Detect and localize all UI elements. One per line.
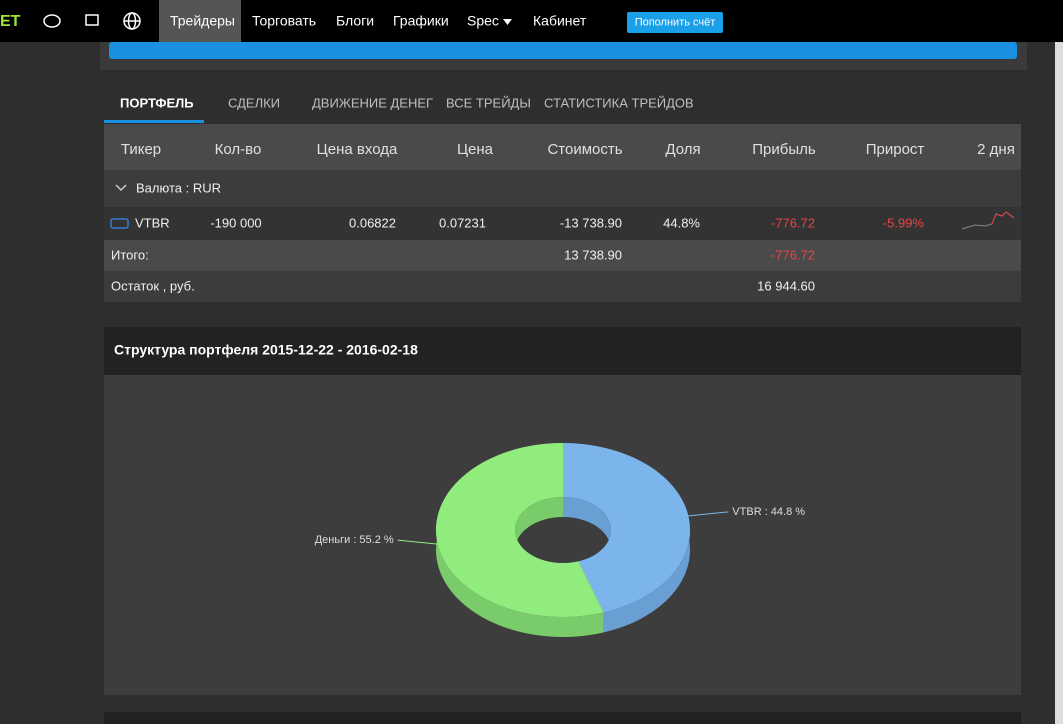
- dropdown-caret: [503, 19, 512, 25]
- th: Кол-во: [215, 141, 262, 158]
- pie-chart: VTBR : 44.8 % Деньги : 55.2 %: [315, 443, 805, 637]
- th: Прирост: [866, 141, 925, 158]
- balance-row: [104, 271, 1021, 302]
- nav-item[interactable]: Блоги: [336, 13, 374, 29]
- th: Тикер: [121, 141, 161, 158]
- nav-active[interactable]: [159, 0, 241, 42]
- balance-label: Остаток , руб.: [111, 278, 195, 293]
- blue-bar: [109, 42, 1017, 59]
- tab[interactable]: ВСЕ ТРЕЙДЫ: [446, 95, 531, 110]
- total-label: Итого:: [111, 247, 149, 262]
- pie-slice: [435, 443, 604, 617]
- tab[interactable]: СТАТИСТИКА ТРЕЙДОВ: [544, 95, 694, 110]
- th: Стоимость: [547, 141, 622, 158]
- nav-item[interactable]: Кабинет: [533, 13, 587, 29]
- topup-label[interactable]: Пополнить счёт: [635, 16, 716, 28]
- th: 2 дня: [977, 141, 1015, 158]
- chevron[interactable]: [115, 184, 127, 192]
- td: 0.07231: [439, 215, 486, 230]
- nav-icons: [43, 12, 141, 30]
- tab-underline: [104, 120, 204, 123]
- td: VTBR: [135, 215, 170, 230]
- th: Прибыль: [752, 141, 816, 158]
- td: -5.99%: [883, 215, 925, 230]
- tabs: ПОРТФЕЛЬ СДЕЛКИ ДВИЖЕНИЕ ДЕНЕГ ВСЕ ТРЕЙД…: [104, 95, 694, 123]
- logo: ET: [0, 13, 21, 30]
- row: [104, 207, 1021, 240]
- td: -190 000: [210, 215, 261, 230]
- total-profit: -776.72: [771, 247, 815, 262]
- label-line: [688, 511, 729, 517]
- group-row: [104, 170, 1021, 207]
- chart-title: Структура портфеля 2015-12-22 - 2016-02-…: [114, 342, 418, 358]
- balance-value: 16 944.60: [757, 278, 815, 293]
- nav-item[interactable]: Трейдеры: [170, 13, 235, 29]
- table-header: [104, 124, 1021, 170]
- pie-hole: [515, 517, 611, 563]
- data-label: Деньги : 55.2 %: [315, 534, 394, 546]
- topup-button[interactable]: [627, 12, 723, 33]
- td: 44.8%: [663, 215, 700, 230]
- next-panel: [104, 712, 1021, 724]
- td: 0.06822: [349, 215, 396, 230]
- ticker-icon: [110, 218, 129, 229]
- nav-item[interactable]: Графики: [393, 13, 449, 29]
- td: -13 738.90: [560, 215, 622, 230]
- pie-side: [435, 443, 604, 637]
- total-row: [104, 240, 1021, 271]
- scroll-edge: [1055, 42, 1063, 724]
- nav-item[interactable]: Торговать: [252, 13, 316, 29]
- pie-slice: [563, 443, 690, 613]
- label-line: [397, 539, 438, 545]
- th: Цена входа: [317, 141, 398, 158]
- total-value: 13 738.90: [564, 247, 622, 262]
- tab[interactable]: ПОРТФЕЛЬ: [120, 95, 194, 110]
- data-label: VTBR : 44.8 %: [732, 506, 805, 518]
- sparkline-tail: [991, 211, 1015, 225]
- tab[interactable]: СДЕЛКИ: [228, 95, 280, 110]
- th: Цена: [457, 141, 494, 158]
- nav-item[interactable]: Spec: [467, 13, 499, 29]
- group-label: Валюта : RUR: [136, 180, 221, 195]
- chart-header: [104, 327, 1021, 375]
- td: -776.72: [771, 215, 815, 230]
- header-cells: Тикер Кол-во Цена входа Цена Стоимость Д…: [121, 141, 1015, 158]
- th: Доля: [665, 141, 700, 158]
- tab[interactable]: ДВИЖЕНИЕ ДЕНЕГ: [312, 95, 433, 110]
